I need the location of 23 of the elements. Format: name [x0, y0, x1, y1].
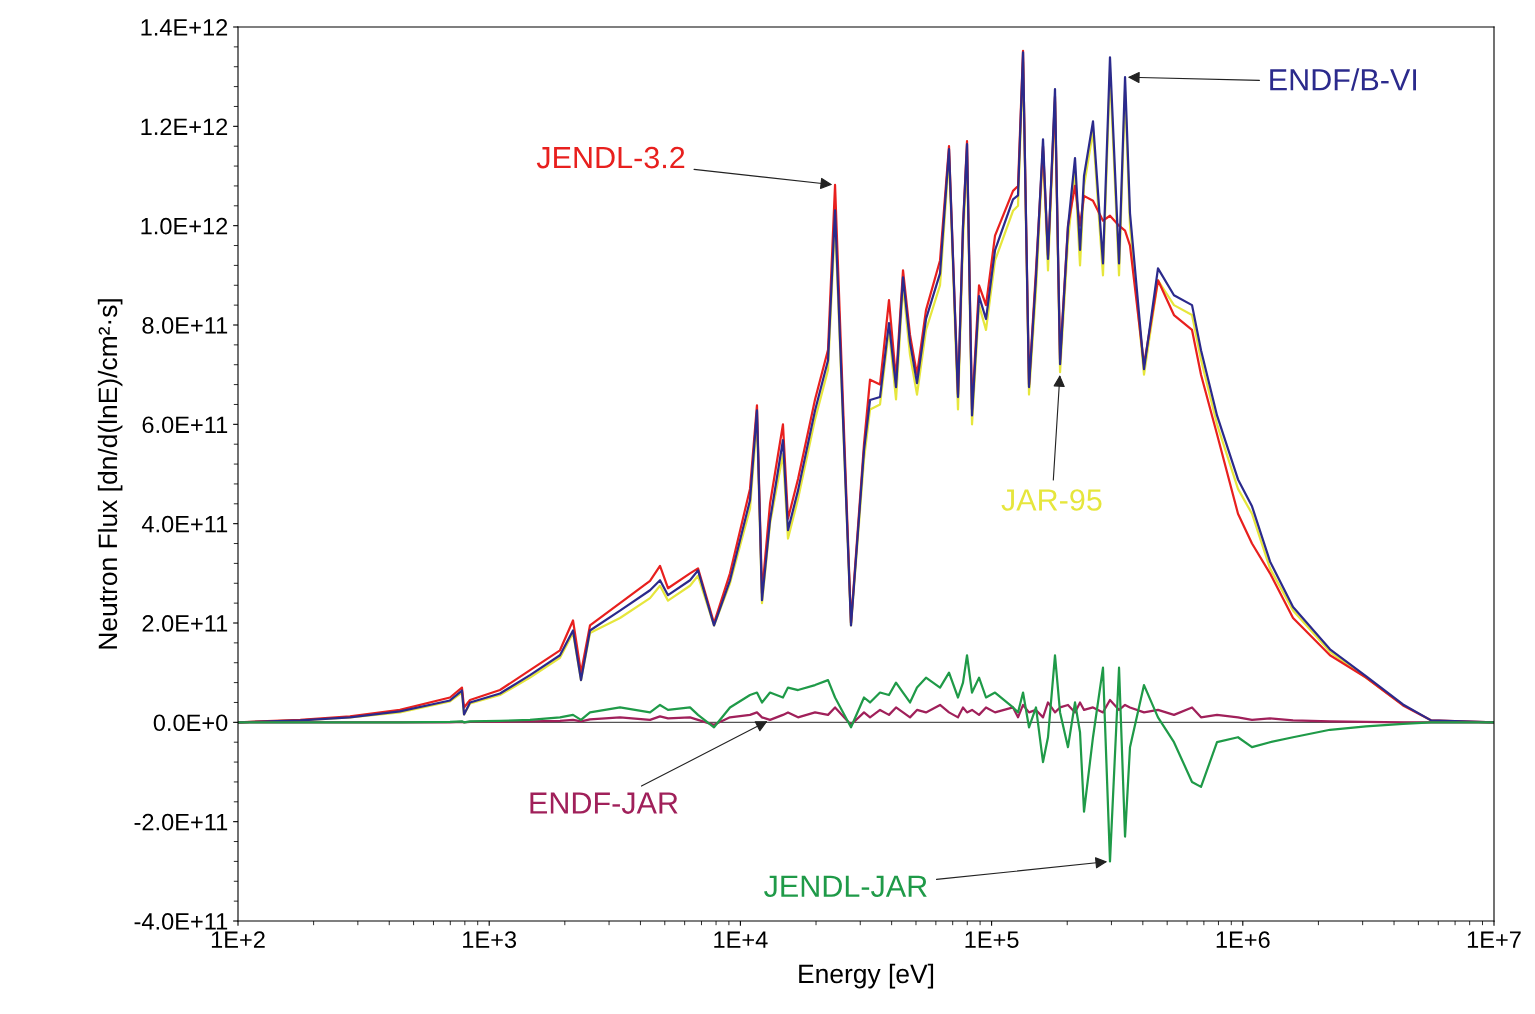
x-tick-label: 1E+7 — [1467, 931, 1521, 948]
y-tick-label: 1.4E+12 — [141, 19, 228, 36]
y-tick-label: 6.0E+11 — [142, 416, 228, 434]
x-tick-label: 1E+3 — [463, 931, 517, 949]
y-tick-label: 1.2E+12 — [141, 118, 228, 135]
text: JENDL-JAR — [764, 875, 927, 898]
y-tick-label: -4.0E+11 — [134, 913, 228, 930]
y-tick-label: 0.0E+0 — [153, 714, 228, 732]
x-tick-label: 1E+2 — [211, 931, 265, 948]
text: JAR-95 — [1001, 489, 1102, 511]
y-tick-label: 4.0E+11 — [141, 515, 228, 533]
x-tick-label: 1E+4 — [714, 931, 768, 948]
y-tick-label: 1.0E+12 — [141, 217, 228, 235]
y-tick-label: 8.0E+11 — [142, 317, 228, 334]
y-tick-label: -2.0E+11 — [134, 813, 228, 831]
x-tick-label: 1E+5 — [965, 931, 1019, 949]
x-axis-title: Energy [eV] — [799, 963, 934, 989]
text: ENDF/B-VI — [1270, 68, 1417, 91]
x-tick-label: 1E+6 — [1216, 931, 1270, 949]
text: ENDF-JAR — [530, 792, 678, 814]
y-axis-title: Neutron Flux [dn/d(lnE)/cm²·s] — [97, 299, 123, 649]
text: JENDL-3.2 — [536, 146, 685, 169]
y-tick-label: 2.0E+11 — [142, 615, 228, 632]
